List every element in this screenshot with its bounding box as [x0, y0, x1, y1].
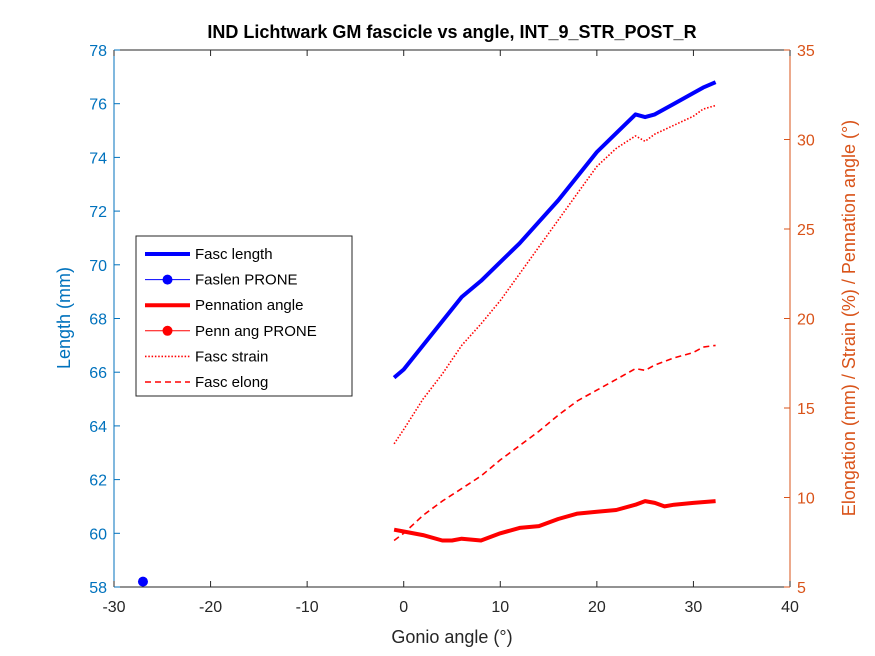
legend-marker-penn-ang-prone	[162, 325, 173, 336]
y-left-tick-label: 78	[89, 43, 107, 60]
x-tick-label: 20	[588, 599, 606, 616]
legend-label-fasc-elong: Fasc elong	[195, 374, 268, 391]
faslen-prone-point	[137, 576, 148, 587]
y-left-tick-label: 74	[89, 150, 107, 167]
x-ticks: -30 -20 -10 0 10 20 30 40	[102, 50, 799, 616]
y-left-tick-label: 76	[89, 97, 107, 114]
x-tick-label: 30	[685, 599, 703, 616]
y-right-tick-label: 25	[797, 222, 815, 239]
y-left-tick-label: 72	[89, 204, 107, 221]
y-left-tick-label: 64	[89, 419, 107, 436]
legend-label-faslen-prone: Faslen PRONE	[195, 272, 298, 289]
y-left-tick-label: 70	[89, 258, 107, 275]
legend-label-penn-ang-prone: Penn ang PRONE	[195, 323, 317, 340]
y-left-tick-label: 62	[89, 473, 107, 490]
y-right-tick-label: 30	[797, 133, 815, 150]
y-left-ticks: 58 60 62 64 66 68 70 72 74 76 78	[89, 43, 120, 597]
legend-box	[135, 235, 353, 397]
fasc-length-line	[392, 80, 717, 380]
x-tick-label: 0	[399, 599, 408, 616]
legend-label-fasc-strain: Fasc strain	[195, 348, 268, 365]
legend-label-fasc-length: Fasc length	[195, 246, 273, 263]
y-right-tick-label: 10	[797, 491, 815, 508]
pennation-angle-line	[393, 499, 716, 543]
y-right-tick-label: 15	[797, 401, 815, 418]
legend-marker-faslen-prone	[162, 274, 173, 285]
y-left-tick-label: 66	[89, 365, 107, 382]
x-tick-label: 40	[781, 599, 799, 616]
legend-label-pennation-angle: Pennation angle	[195, 297, 303, 314]
y-left-axis-label: Length (mm)	[54, 267, 74, 369]
fasc-strain-line	[393, 104, 716, 445]
x-tick-label: -10	[296, 599, 319, 616]
y-left-tick-label: 58	[89, 580, 107, 597]
y-left-tick-label: 68	[89, 312, 107, 329]
y-right-tick-label: 20	[797, 312, 815, 329]
y-right-ticks: 5 10 15 20 25 30 35	[784, 43, 815, 597]
series-layer	[137, 80, 717, 587]
chart-title: IND Lichtwark GM fascicle vs angle, INT_…	[207, 22, 696, 42]
y-right-axis-label: Elongation (mm) / Strain (%) / Pennation…	[839, 120, 859, 516]
x-tick-label: 10	[491, 599, 509, 616]
y-right-tick-label: 35	[797, 43, 815, 60]
y-right-tick-label: 5	[797, 580, 806, 597]
fasc-elong-line	[393, 344, 716, 542]
x-tick-label: -20	[199, 599, 222, 616]
legend: Fasc length Faslen PRONE Pennation angle Pe…	[135, 235, 353, 397]
x-axis-label: Gonio angle (°)	[391, 627, 512, 647]
x-tick-label: -30	[102, 599, 125, 616]
y-left-tick-label: 60	[89, 526, 107, 543]
